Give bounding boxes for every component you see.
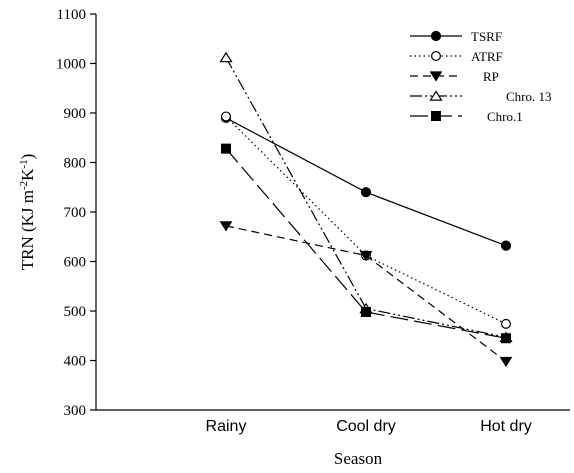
legend-label-chro-1: Chro.1 [487,109,523,124]
y-axis-title-sup2: -1 [18,159,30,168]
y-tick-label: 600 [64,255,87,271]
series-tsrf [220,112,512,251]
y-axis-title-mid: K [18,168,37,181]
legend-label-atrf: ATRF [471,49,503,64]
y-ticks: 300 400 500 600 700 800 900 1000 1100 [56,7,96,419]
legend-item-chro-13: Chro. 13 [410,89,552,104]
y-tick-label: 500 [64,304,87,320]
legend-marker-chro-1 [431,111,441,121]
data-point-chro-13 [219,51,233,63]
legend-marker-rp [429,71,443,82]
series-line-chro-13 [225,57,507,338]
data-point-rp [359,250,373,262]
x-tick-label: Rainy [206,418,247,435]
series-line-atrf [225,116,507,325]
x-ticks: Rainy Cool dry Hot dry [206,418,532,435]
series-chro-1 [221,143,511,344]
data-point-rp [499,356,513,368]
series-line-rp [225,225,507,362]
legend-marker-tsrf [430,30,442,42]
data-point-rp [219,221,233,232]
series-atrf [221,111,512,329]
legend: TSRF ATRF RP Chro. 13 Chro.1 [410,29,552,124]
x-tick-label: Hot dry [480,418,532,435]
legend-label-chro-13: Chro. 13 [506,89,552,104]
y-tick-label: 1000 [56,57,86,73]
series-rp [219,221,513,368]
legend-label-tsrf: TSRF [471,29,502,44]
y-tick-label: 800 [64,156,87,172]
legend-marker-atrf [431,50,442,61]
y-axis-title-end: ) [18,154,37,160]
y-axis-title: TRN (KJ m-2K-1) [18,154,37,271]
legend-item-rp: RP [410,69,499,84]
y-tick-label: 900 [64,106,87,122]
series-line-tsrf [225,117,507,247]
y-axis-title-main: TRN (KJ m [18,190,37,270]
y-tick-label: 300 [64,403,87,419]
legend-item-tsrf: TSRF [410,29,502,44]
y-tick-label: 400 [64,354,87,370]
legend-item-atrf: ATRF [410,49,503,64]
data-point-chro-1 [501,333,511,344]
legend-marker-chro-13 [429,90,443,101]
y-tick-label: 1100 [57,7,86,23]
data-point-tsrf [360,187,372,198]
y-tick-label: 700 [64,205,87,221]
data-point-chro-1 [361,306,371,317]
legend-label-rp: RP [483,69,499,84]
data-point-atrf [501,318,512,329]
series-group [219,51,513,368]
data-point-tsrf [500,240,512,251]
y-axis-title-sup1: -2 [18,181,30,190]
x-tick-label: Cool dry [336,418,396,435]
data-point-atrf [221,111,232,122]
legend-item-chro-1: Chro.1 [410,109,523,124]
x-axis-title: Season [334,449,383,468]
data-point-chro-1 [221,143,231,154]
